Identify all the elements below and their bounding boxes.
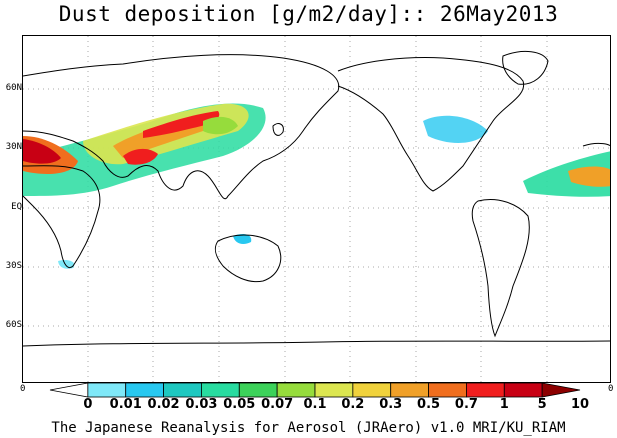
- lat-label-eq: EQ: [11, 202, 22, 212]
- lat-label-30n: 30N: [5, 142, 22, 152]
- colorbar-label: 0: [83, 397, 93, 412]
- colorbar-box-0: [49, 382, 89, 398]
- colorbar-label: 0.2: [341, 397, 365, 412]
- colorbar-box-9: [390, 382, 429, 398]
- colorbar-box-5: [238, 382, 278, 398]
- colorbar-box-7: [314, 382, 354, 398]
- axis-zero-right: 0: [608, 384, 614, 394]
- colorbar-box-11: [466, 382, 505, 398]
- map-panel: [22, 35, 611, 383]
- colorbar-box-12: [503, 382, 543, 398]
- colorbar-box-6: [276, 382, 316, 398]
- axis-zero-left: 0: [20, 384, 26, 394]
- lat-label-60n: 60N: [5, 83, 22, 93]
- colorbar-label: 0.01: [109, 397, 142, 412]
- colorbar-boxes: [49, 382, 581, 398]
- colorbar-label: 0.05: [223, 397, 256, 412]
- colorbar-box-13: [541, 382, 581, 398]
- colorbar-box-4: [201, 382, 240, 398]
- colorbar-label: 5: [537, 397, 547, 412]
- colorbar-label: 10: [570, 397, 590, 412]
- colorbar-box-2: [125, 382, 164, 398]
- colorbar-label: 0.07: [261, 397, 294, 412]
- colorbar-box-8: [352, 382, 392, 398]
- footer-credit: The Japanese Reanalysis for Aerosol (JRA…: [51, 420, 566, 436]
- lat-label-60s: 60S: [5, 320, 22, 330]
- colorbar-label: 1: [499, 397, 509, 412]
- colorbar-label: 0.5: [417, 397, 441, 412]
- colorbar-label: 0.3: [379, 397, 403, 412]
- colorbar-label: 0.02: [147, 397, 180, 412]
- lat-label-30s: 30S: [5, 261, 22, 271]
- dust-field: [23, 103, 610, 269]
- world-map: [23, 36, 610, 382]
- colorbar-label: 0.7: [454, 397, 478, 412]
- colorbar-box-1: [87, 382, 127, 398]
- graticule: [23, 36, 610, 382]
- colorbar-box-3: [163, 382, 202, 398]
- colorbar-box-10: [428, 382, 467, 398]
- colorbar-label: 0.1: [303, 397, 327, 412]
- colorbar: [49, 382, 581, 398]
- colorbar-label: 0.03: [185, 397, 218, 412]
- coastlines: [23, 50, 610, 347]
- map-title: Dust deposition [g/m2/day]:: 26May2013: [58, 2, 559, 26]
